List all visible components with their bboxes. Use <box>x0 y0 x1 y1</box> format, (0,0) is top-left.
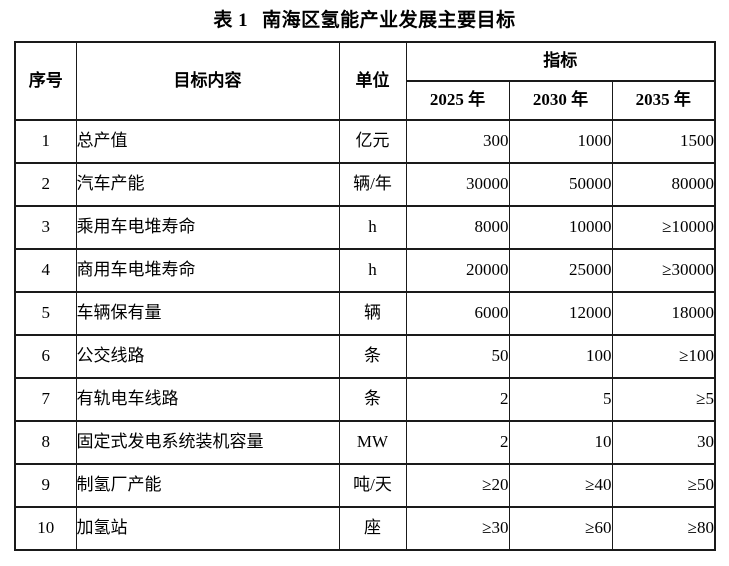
cell-2030: 5 <box>508 377 613 422</box>
cell-unit: 辆 <box>338 291 407 336</box>
cell-2030: 100 <box>508 334 613 379</box>
cell-no: 7 <box>14 377 77 422</box>
cell-target: 加氢站 <box>75 506 340 551</box>
table-row: 7 有轨电车线路 条 2 5 ≥5 <box>14 377 716 422</box>
cell-2030: 10 <box>508 420 613 465</box>
cell-no: 1 <box>14 119 77 164</box>
header-row-years: 2025 年 2030 年 2035 年 <box>15 80 716 121</box>
cell-no: 8 <box>14 420 77 465</box>
cell-2035: ≥50 <box>611 463 716 508</box>
table-row: 10 加氢站 座 ≥30 ≥60 ≥80 <box>14 506 716 551</box>
cell-2025: 20000 <box>405 248 510 293</box>
cell-2035: 1500 <box>611 119 716 164</box>
cell-unit: 亿元 <box>338 119 407 164</box>
table-row: 1 总产值 亿元 300 1000 1500 <box>14 119 716 164</box>
cell-unit: MW <box>338 420 407 465</box>
cell-target: 固定式发电系统装机容量 <box>75 420 340 465</box>
cell-2035: 30 <box>611 420 716 465</box>
cell-2025: 2 <box>405 377 510 422</box>
cell-unit: 吨/天 <box>338 463 407 508</box>
header-cell-year-2030: 2030 年 <box>508 80 613 121</box>
cell-no: 5 <box>14 291 77 336</box>
cell-2030: ≥40 <box>508 463 613 508</box>
cell-unit: h <box>338 205 407 250</box>
header-cell-year-2025: 2025 年 <box>405 80 510 121</box>
cell-2030: 25000 <box>508 248 613 293</box>
cell-2035: ≥30000 <box>611 248 716 293</box>
table-row: 3 乘用车电堆寿命 h 8000 10000 ≥10000 <box>14 205 716 250</box>
cell-2035: 80000 <box>611 162 716 207</box>
cell-2035: 18000 <box>611 291 716 336</box>
cell-2035: ≥10000 <box>611 205 716 250</box>
table-row: 8 固定式发电系统装机容量 MW 2 10 30 <box>14 420 716 465</box>
header-cell-unit: 单位 <box>338 41 407 121</box>
cell-no: 3 <box>14 205 77 250</box>
header-cell-no: 序号 <box>14 41 77 121</box>
cell-target: 汽车产能 <box>75 162 340 207</box>
cell-unit: 条 <box>338 334 407 379</box>
cell-2025: 30000 <box>405 162 510 207</box>
cell-2030: 12000 <box>508 291 613 336</box>
cell-unit: 座 <box>338 506 407 551</box>
cell-2025: ≥20 <box>405 463 510 508</box>
table-row: 6 公交线路 条 50 100 ≥100 <box>14 334 716 379</box>
cell-target: 总产值 <box>75 119 340 164</box>
header-cell-indicator: 指标 <box>405 41 716 82</box>
header-cell-target: 目标内容 <box>75 41 340 121</box>
cell-target: 有轨电车线路 <box>75 377 340 422</box>
cell-2035: ≥80 <box>611 506 716 551</box>
cell-no: 10 <box>14 506 77 551</box>
cell-2025: 2 <box>405 420 510 465</box>
table-title: 表 1 南海区氢能产业发展主要目标 <box>0 0 729 32</box>
header-row-top: 序号 目标内容 单位 指标 <box>14 41 716 121</box>
cell-target: 公交线路 <box>75 334 340 379</box>
table-row: 4 商用车电堆寿命 h 20000 25000 ≥30000 <box>14 248 716 293</box>
table-row: 9 制氢厂产能 吨/天 ≥20 ≥40 ≥50 <box>14 463 716 508</box>
cell-2025: 6000 <box>405 291 510 336</box>
cell-2035: ≥100 <box>611 334 716 379</box>
goals-table: 序号 目标内容 单位 指标 2025 年 2030 年 2035 年 1 总产值… <box>14 41 717 551</box>
header-cell-year-2035: 2035 年 <box>611 80 716 121</box>
cell-2030: 1000 <box>508 119 613 164</box>
table-row: 2 汽车产能 辆/年 30000 50000 80000 <box>14 162 716 207</box>
cell-2025: 8000 <box>405 205 510 250</box>
table-row: 5 车辆保有量 辆 6000 12000 18000 <box>14 291 716 336</box>
cell-no: 4 <box>14 248 77 293</box>
cell-no: 9 <box>14 463 77 508</box>
cell-unit: 条 <box>338 377 407 422</box>
cell-2025: 300 <box>405 119 510 164</box>
cell-unit: 辆/年 <box>338 162 407 207</box>
cell-target: 车辆保有量 <box>75 291 340 336</box>
cell-2030: 10000 <box>508 205 613 250</box>
cell-2025: 50 <box>405 334 510 379</box>
table-number-label: 表 1 <box>213 10 249 31</box>
cell-target: 制氢厂产能 <box>75 463 340 508</box>
cell-2030: 50000 <box>508 162 613 207</box>
cell-unit: h <box>338 248 407 293</box>
cell-2035: ≥5 <box>611 377 716 422</box>
cell-target: 商用车电堆寿命 <box>75 248 340 293</box>
cell-no: 2 <box>14 162 77 207</box>
cell-no: 6 <box>14 334 77 379</box>
cell-target: 乘用车电堆寿命 <box>75 205 340 250</box>
cell-2030: ≥60 <box>508 506 613 551</box>
table-title-text: 南海区氢能产业发展主要目标 <box>262 10 516 31</box>
cell-2025: ≥30 <box>405 506 510 551</box>
